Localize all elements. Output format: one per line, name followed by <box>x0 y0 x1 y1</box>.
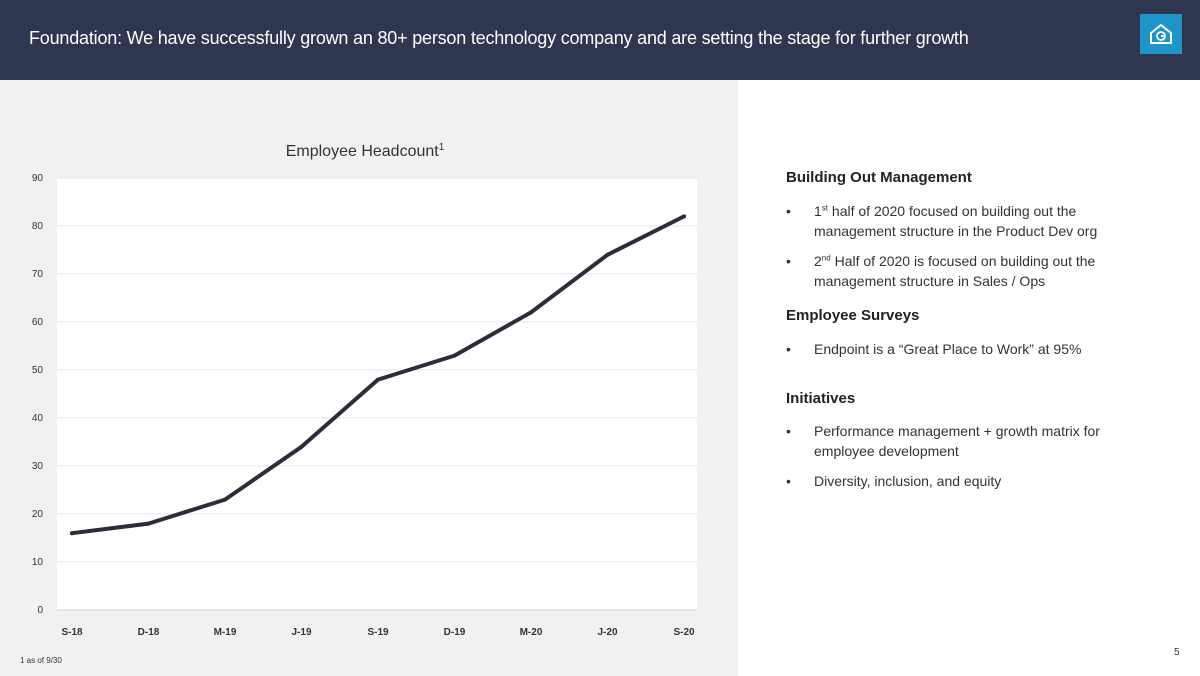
data-point <box>452 353 457 358</box>
footnote: 1 as of 9/30 <box>20 656 62 665</box>
y-tick-label: 30 <box>32 461 44 472</box>
y-tick-label: 50 <box>32 365 44 376</box>
x-tick-label: J-20 <box>597 627 617 638</box>
bullet-text: 1st half of 2020 focused on building out… <box>814 203 1098 239</box>
y-tick-label: 20 <box>32 509 44 520</box>
section-heading-surveys: Employee Surveys <box>786 307 920 324</box>
page-number: 5 <box>1174 647 1180 658</box>
house-logo-icon <box>1140 14 1182 54</box>
bullet-text: Performance management + growth matrix f… <box>814 423 1100 459</box>
x-tick-label: S-20 <box>673 627 695 638</box>
x-tick-label: S-18 <box>61 627 83 638</box>
headcount-chart: Employee Headcount1 0 10 20 30 40 50 60 70 80 90 S… <box>32 142 697 638</box>
bullet-dot: • <box>786 203 791 219</box>
x-tick-label: J-19 <box>291 627 311 638</box>
bullet-dot: • <box>786 423 791 439</box>
data-point <box>529 310 533 315</box>
y-tick-label: 60 <box>32 317 44 328</box>
data-point <box>605 252 610 257</box>
x-tick-label: M-20 <box>520 627 543 638</box>
y-tick-label: 90 <box>32 173 44 184</box>
x-tick-label: D-19 <box>444 627 466 638</box>
bullet-dot: • <box>786 253 791 269</box>
bullet-dot: • <box>786 341 791 357</box>
section-heading-management: Building Out Management <box>786 169 972 186</box>
y-tick-label: 10 <box>32 557 44 568</box>
y-tick-label: 0 <box>37 605 43 616</box>
data-point <box>376 377 380 382</box>
plot-background <box>57 178 697 610</box>
slide-title: Foundation: We have successfully grown a… <box>29 28 969 48</box>
y-tick-label: 40 <box>32 413 44 424</box>
data-point <box>299 444 304 449</box>
chart-title: Employee Headcount1 <box>286 142 445 160</box>
x-tick-label: D-18 <box>138 627 160 638</box>
y-tick-label: 70 <box>32 269 44 280</box>
bullet-dot: • <box>786 473 791 489</box>
y-tick-label: 80 <box>32 221 44 232</box>
data-point <box>70 531 74 536</box>
data-point <box>223 497 227 502</box>
x-tick-label: M-19 <box>214 627 237 638</box>
header-bar: Foundation: We have successfully grown a… <box>0 0 1200 80</box>
section-heading-initiatives: Initiatives <box>786 390 856 407</box>
bullet-text: Diversity, inclusion, and equity <box>814 473 1002 489</box>
x-tick-label: S-19 <box>367 627 389 638</box>
plot-area: 0 10 20 30 40 50 60 70 80 90 S-18 D-18 M-19 J-19 S-19 D… <box>32 173 697 638</box>
bullet-text: Endpoint is a “Great Place to Work” at 9… <box>814 341 1082 357</box>
bullet-text: 2nd Half of 2020 is focused on building … <box>814 253 1096 289</box>
data-point <box>682 214 686 219</box>
data-point <box>146 521 151 526</box>
